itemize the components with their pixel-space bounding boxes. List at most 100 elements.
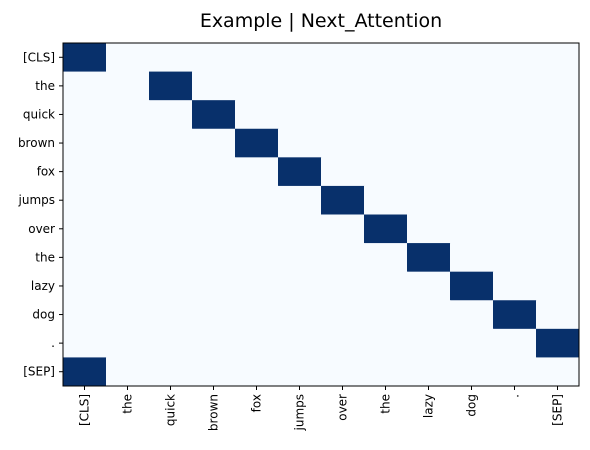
heatmap-cell-r11-c1 [106, 357, 150, 387]
heatmap-cell-r2-c4 [235, 100, 279, 130]
heatmap-cell-r9-c7 [364, 300, 408, 330]
heatmap-cell-r3-c4 [235, 128, 279, 158]
plot-frame [62, 42, 580, 387]
heatmap-cell-r3-c7 [364, 128, 408, 158]
heatmap-cell-r9-c1 [106, 300, 150, 330]
heatmap-cell-r6-c5 [278, 214, 322, 244]
heatmap-cell-r4-c6 [321, 157, 365, 187]
heatmap-cell-r5-c2 [149, 185, 193, 215]
heatmap-cell-r6-c8 [407, 214, 451, 244]
heatmap-cell-r5-c4 [235, 185, 279, 215]
heatmap-cell-r11-c5 [278, 357, 322, 387]
heatmap-cell-r6-c9 [450, 214, 494, 244]
heatmap-cell-r7-c10 [493, 243, 537, 273]
heatmap-cell-r4-c7 [364, 157, 408, 187]
heatmap-cell-r2-c2 [149, 100, 193, 130]
heatmap-cell-r8-c7 [364, 271, 408, 301]
heatmap-cell-r5-c0 [63, 185, 107, 215]
heatmap-cell-r1-c5 [278, 71, 322, 101]
heatmap-cell-r1-c6 [321, 71, 365, 101]
heatmap-cell-r10-c9 [450, 328, 494, 358]
heatmap-cell-r8-c10 [493, 271, 537, 301]
y-tick-label: the [35, 250, 55, 264]
heatmap-cell-r7-c3 [192, 243, 236, 273]
y-tick-label: quick [23, 107, 55, 121]
heatmap-cell-r11-c0 [63, 357, 107, 387]
heatmap-cell-r2-c7 [364, 100, 408, 130]
heatmap-cell-r1-c9 [450, 71, 494, 101]
heatmap-cell-r9-c2 [149, 300, 193, 330]
heatmap-cell-r10-c2 [149, 328, 193, 358]
heatmap-cell-r10-c10 [493, 328, 537, 358]
y-tick-label: dog [32, 308, 55, 322]
heatmap-cell-r1-c4 [235, 71, 279, 101]
heatmap-cell-r11-c6 [321, 357, 365, 387]
heatmap-cell-r4-c10 [493, 157, 537, 187]
y-tick-label: lazy [31, 279, 55, 293]
y-tick-label: brown [18, 136, 55, 150]
heatmap-cell-r10-c3 [192, 328, 236, 358]
heatmap-cell-r0-c9 [450, 43, 494, 73]
heatmap-cell-r1-c0 [63, 71, 107, 101]
heatmap-cell-r0-c8 [407, 43, 451, 73]
heatmap-cell-r8-c1 [106, 271, 150, 301]
heatmap-cell-r1-c3 [192, 71, 236, 101]
heatmap-cell-r0-c5 [278, 43, 322, 73]
heatmap-cell-r1-c2 [149, 71, 193, 101]
heatmap-cell-r5-c8 [407, 185, 451, 215]
heatmap-cell-r7-c7 [364, 243, 408, 273]
heatmap-cell-r11-c3 [192, 357, 236, 387]
heatmap-cell-r7-c5 [278, 243, 322, 273]
heatmap-cell-r1-c7 [364, 71, 408, 101]
heatmap-cell-r7-c8 [407, 243, 451, 273]
heatmap-cell-r1-c1 [106, 71, 150, 101]
heatmap-cell-r2-c10 [493, 100, 537, 130]
y-tick-label: fox [37, 165, 55, 179]
x-tick-label: the [121, 394, 135, 414]
heatmap-cell-r2-c9 [450, 100, 494, 130]
heatmap-cell-r7-c2 [149, 243, 193, 273]
heatmap-cell-r3-c10 [493, 128, 537, 158]
heatmap-cell-r8-c2 [149, 271, 193, 301]
x-tick-label: dog [465, 394, 479, 417]
heatmap-cell-r2-c3 [192, 100, 236, 130]
heatmap-cell-r4-c9 [450, 157, 494, 187]
heatmap-cell-r2-c6 [321, 100, 365, 130]
x-tick-label: the [379, 394, 393, 414]
x-tick-label: brown [207, 394, 221, 431]
heatmap-cell-r9-c5 [278, 300, 322, 330]
heatmap-cell-r8-c8 [407, 271, 451, 301]
heatmap-cell-r5-c1 [106, 185, 150, 215]
heatmap-cell-r3-c8 [407, 128, 451, 158]
y-tick-label: jumps [18, 193, 56, 207]
heatmap-cell-r5-c6 [321, 185, 365, 215]
heatmap-cell-r0-c3 [192, 43, 236, 73]
y-tick-label: the [35, 79, 55, 93]
heatmap-cell-r10-c11 [536, 328, 580, 358]
heatmap-cell-r6-c10 [493, 214, 537, 244]
heatmap-cell-r4-c3 [192, 157, 236, 187]
heatmap-cell-r0-c6 [321, 43, 365, 73]
y-tick-label: [CLS] [23, 50, 55, 64]
heatmap-cell-r2-c11 [536, 100, 580, 130]
y-tick-label: [SEP] [23, 365, 55, 379]
heatmap-cell-r3-c2 [149, 128, 193, 158]
heatmap-cell-r4-c2 [149, 157, 193, 187]
heatmap-cell-r7-c11 [536, 243, 580, 273]
heatmap-cell-r8-c6 [321, 271, 365, 301]
x-tick-label: . [508, 394, 522, 398]
heatmap-cell-r9-c0 [63, 300, 107, 330]
heatmap-cell-r7-c4 [235, 243, 279, 273]
heatmap-cell-r6-c7 [364, 214, 408, 244]
heatmap-cell-r10-c1 [106, 328, 150, 358]
heatmap-cell-r6-c11 [536, 214, 580, 244]
heatmap-cell-r4-c5 [278, 157, 322, 187]
y-tick-label: . [51, 336, 55, 350]
heatmap-cell-r4-c11 [536, 157, 580, 187]
heatmap-cell-r0-c7 [364, 43, 408, 73]
heatmap-cell-r10-c7 [364, 328, 408, 358]
heatmap-cell-r0-c2 [149, 43, 193, 73]
heatmap-cell-r5-c3 [192, 185, 236, 215]
heatmap-cell-r3-c3 [192, 128, 236, 158]
